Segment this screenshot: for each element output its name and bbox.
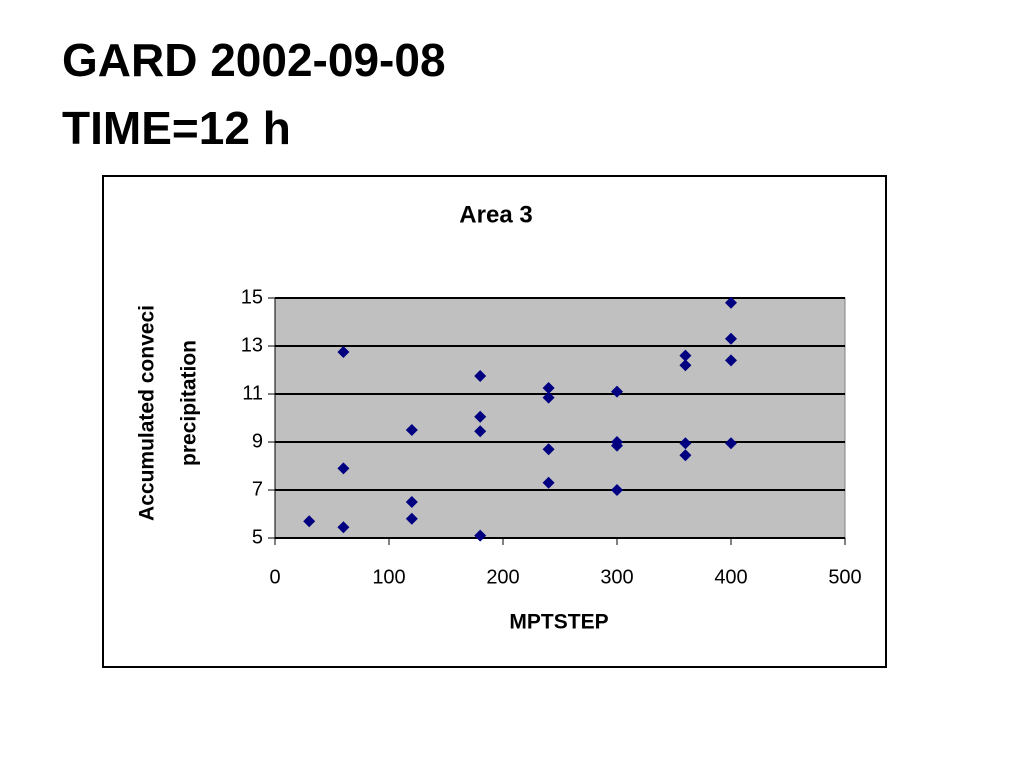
point — [725, 354, 737, 367]
point — [474, 410, 487, 423]
slide-title: GARD 2002-09-08 — [62, 34, 446, 86]
y-axis-label: precipitation — [178, 340, 201, 466]
point — [542, 382, 555, 394]
point — [337, 346, 350, 358]
point — [679, 437, 692, 450]
point — [679, 349, 692, 362]
slide-title: TIME=12 h — [62, 102, 291, 154]
y-tick-label: 7 — [252, 478, 263, 500]
point — [337, 462, 350, 475]
x-tick-label: 200 — [486, 566, 519, 588]
point — [405, 512, 418, 525]
point — [725, 296, 737, 309]
x-tick-label: 100 — [372, 566, 405, 588]
point — [725, 437, 737, 450]
point — [337, 521, 350, 534]
point — [725, 332, 737, 345]
point — [303, 515, 316, 528]
point — [679, 359, 692, 372]
y-tick-label: 15 — [241, 286, 263, 308]
plot-area — [274, 297, 846, 539]
x-tick-label: 500 — [828, 566, 861, 588]
y-tick-label: 11 — [242, 382, 263, 404]
point — [405, 424, 418, 436]
point — [474, 370, 487, 382]
point — [611, 484, 623, 496]
x-tick-label: 0 — [269, 566, 280, 588]
point — [542, 476, 555, 489]
y-tick-label: 9 — [252, 430, 263, 452]
point — [542, 443, 555, 456]
x-axis-label: MPTSTEP — [509, 611, 608, 634]
x-tick-label: 400 — [714, 566, 747, 588]
point — [611, 385, 623, 398]
point — [611, 439, 623, 452]
point — [679, 449, 692, 462]
point — [542, 391, 555, 404]
point — [474, 425, 487, 438]
y-tick-label: 5 — [252, 526, 263, 548]
chart-title: Area 3 — [459, 201, 532, 228]
y-tick-label: 13 — [241, 334, 263, 356]
point — [405, 496, 418, 508]
y-axis-label: Accumulated conveci — [136, 305, 159, 521]
x-tick-label: 300 — [600, 566, 633, 588]
point — [474, 529, 487, 542]
